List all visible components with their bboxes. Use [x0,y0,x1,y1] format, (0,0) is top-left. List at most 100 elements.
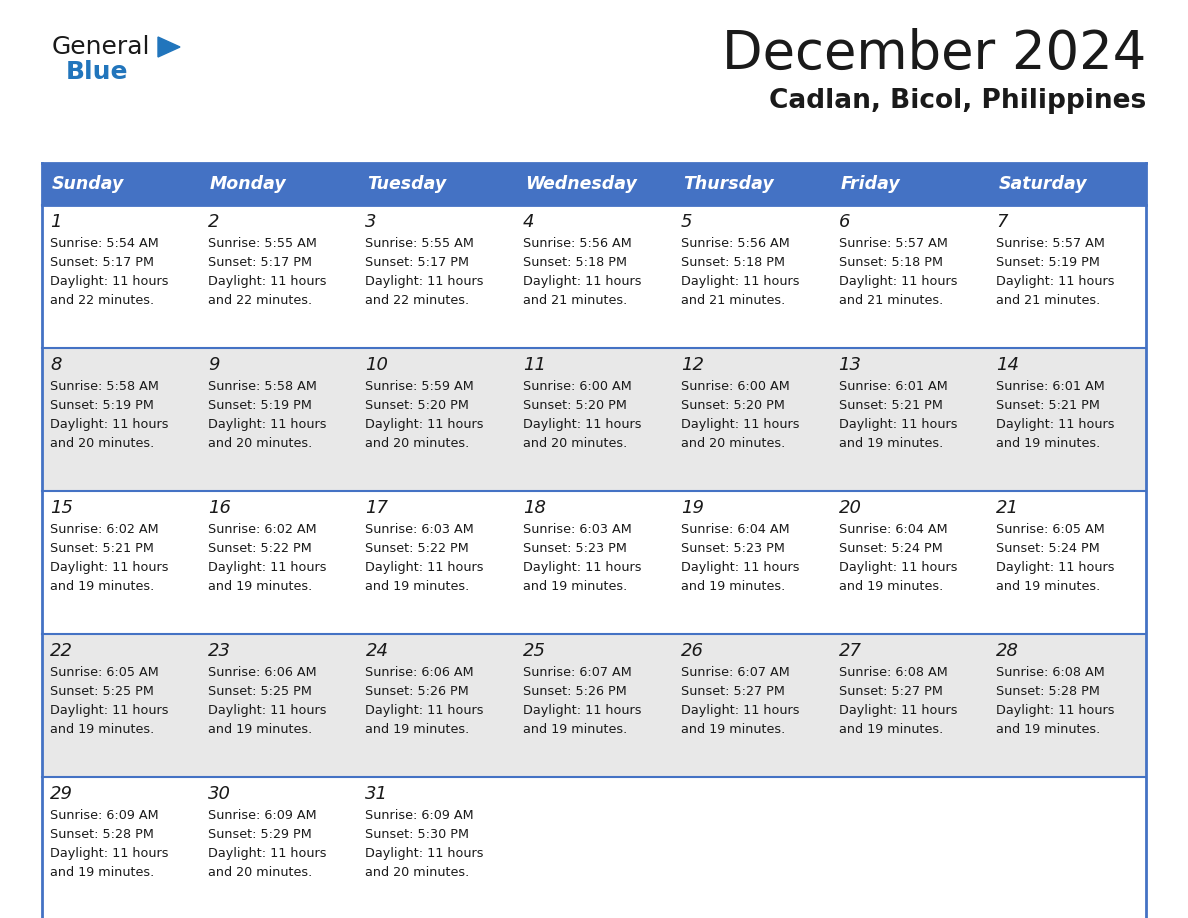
Text: 7: 7 [997,213,1007,231]
Bar [42,491,1146,634]
Text: Sunset: 5:20 PM: Sunset: 5:20 PM [681,399,785,412]
Text: Sunset: 5:27 PM: Sunset: 5:27 PM [681,685,785,698]
Text: and 19 minutes.: and 19 minutes. [523,723,627,736]
Text: Sunday: Sunday [52,175,125,193]
Text: and 20 minutes.: and 20 minutes. [523,437,627,450]
Text: 23: 23 [208,642,230,660]
Text: and 21 minutes.: and 21 minutes. [523,294,627,307]
Text: Sunset: 5:30 PM: Sunset: 5:30 PM [366,828,469,841]
Text: 11: 11 [523,356,546,374]
Text: Daylight: 11 hours: Daylight: 11 hours [208,847,327,860]
Text: Sunrise: 6:09 AM: Sunrise: 6:09 AM [366,809,474,822]
Text: Daylight: 11 hours: Daylight: 11 hours [50,704,169,717]
Text: and 19 minutes.: and 19 minutes. [997,580,1100,593]
Text: 31: 31 [366,785,388,803]
Text: Sunrise: 6:07 AM: Sunrise: 6:07 AM [681,666,790,679]
Text: Sunrise: 6:02 AM: Sunrise: 6:02 AM [50,523,159,536]
Text: and 19 minutes.: and 19 minutes. [997,723,1100,736]
Text: and 19 minutes.: and 19 minutes. [50,723,154,736]
Text: and 19 minutes.: and 19 minutes. [681,580,785,593]
Text: 29: 29 [50,785,72,803]
Bar [42,205,1146,348]
Text: 6: 6 [839,213,851,231]
Text: 21: 21 [997,499,1019,517]
Text: Cadlan, Bicol, Philippines: Cadlan, Bicol, Philippines [769,88,1146,114]
Text: Daylight: 11 hours: Daylight: 11 hours [997,275,1114,288]
Text: Sunrise: 6:05 AM: Sunrise: 6:05 AM [50,666,159,679]
Text: Daylight: 11 hours: Daylight: 11 hours [50,418,169,431]
Bar [42,634,1146,777]
Text: Sunset: 5:21 PM: Sunset: 5:21 PM [997,399,1100,412]
Text: Daylight: 11 hours: Daylight: 11 hours [839,704,958,717]
Text: Sunset: 5:17 PM: Sunset: 5:17 PM [208,256,311,269]
Text: and 20 minutes.: and 20 minutes. [366,866,469,879]
Text: and 19 minutes.: and 19 minutes. [208,723,312,736]
Text: Sunrise: 6:04 AM: Sunrise: 6:04 AM [839,523,947,536]
Bar [42,777,1146,918]
Text: Tuesday: Tuesday [367,175,447,193]
Text: and 21 minutes.: and 21 minutes. [997,294,1100,307]
Text: 9: 9 [208,356,220,374]
Text: 15: 15 [50,499,72,517]
Text: Sunrise: 6:00 AM: Sunrise: 6:00 AM [523,380,632,393]
Text: Sunrise: 6:01 AM: Sunrise: 6:01 AM [997,380,1105,393]
Text: Thursday: Thursday [683,175,773,193]
Text: 22: 22 [50,642,72,660]
Text: Sunset: 5:18 PM: Sunset: 5:18 PM [839,256,942,269]
Text: Sunrise: 6:04 AM: Sunrise: 6:04 AM [681,523,790,536]
Text: 3: 3 [366,213,377,231]
Text: Sunset: 5:22 PM: Sunset: 5:22 PM [208,542,311,555]
Bar [42,163,1146,205]
Text: 16: 16 [208,499,230,517]
Text: Sunset: 5:19 PM: Sunset: 5:19 PM [50,399,154,412]
Text: and 19 minutes.: and 19 minutes. [208,580,312,593]
Text: Daylight: 11 hours: Daylight: 11 hours [208,418,327,431]
Text: 1: 1 [50,213,62,231]
Text: Daylight: 11 hours: Daylight: 11 hours [366,561,484,574]
Text: Sunset: 5:24 PM: Sunset: 5:24 PM [839,542,942,555]
Text: and 19 minutes.: and 19 minutes. [50,866,154,879]
Text: Sunrise: 6:02 AM: Sunrise: 6:02 AM [208,523,316,536]
Text: Sunset: 5:29 PM: Sunset: 5:29 PM [208,828,311,841]
Text: Sunrise: 6:08 AM: Sunrise: 6:08 AM [997,666,1105,679]
Text: Sunset: 5:20 PM: Sunset: 5:20 PM [366,399,469,412]
Text: Sunset: 5:20 PM: Sunset: 5:20 PM [523,399,627,412]
Text: Wednesday: Wednesday [525,175,637,193]
Text: Sunset: 5:21 PM: Sunset: 5:21 PM [50,542,154,555]
Text: 17: 17 [366,499,388,517]
Bar [42,348,1146,491]
Text: 2: 2 [208,213,220,231]
Text: and 20 minutes.: and 20 minutes. [208,437,312,450]
Text: Sunrise: 6:05 AM: Sunrise: 6:05 AM [997,523,1105,536]
Text: 28: 28 [997,642,1019,660]
Text: and 20 minutes.: and 20 minutes. [681,437,785,450]
Text: 13: 13 [839,356,861,374]
Text: Daylight: 11 hours: Daylight: 11 hours [839,561,958,574]
Text: Daylight: 11 hours: Daylight: 11 hours [839,418,958,431]
Text: 30: 30 [208,785,230,803]
Text: Sunrise: 5:57 AM: Sunrise: 5:57 AM [839,237,948,250]
Text: Daylight: 11 hours: Daylight: 11 hours [997,704,1114,717]
Text: Daylight: 11 hours: Daylight: 11 hours [681,704,800,717]
Text: Sunrise: 5:56 AM: Sunrise: 5:56 AM [681,237,790,250]
Text: and 19 minutes.: and 19 minutes. [839,723,943,736]
Text: Sunset: 5:18 PM: Sunset: 5:18 PM [523,256,627,269]
Text: 20: 20 [839,499,861,517]
Text: and 19 minutes.: and 19 minutes. [523,580,627,593]
Text: Daylight: 11 hours: Daylight: 11 hours [997,418,1114,431]
Text: Sunrise: 5:55 AM: Sunrise: 5:55 AM [366,237,474,250]
Text: Sunset: 5:21 PM: Sunset: 5:21 PM [839,399,942,412]
Text: Sunset: 5:26 PM: Sunset: 5:26 PM [366,685,469,698]
Text: Daylight: 11 hours: Daylight: 11 hours [208,561,327,574]
Text: 25: 25 [523,642,546,660]
Text: and 19 minutes.: and 19 minutes. [366,580,469,593]
Text: Sunrise: 6:09 AM: Sunrise: 6:09 AM [50,809,159,822]
Text: and 22 minutes.: and 22 minutes. [50,294,154,307]
Text: and 21 minutes.: and 21 minutes. [681,294,785,307]
Text: Sunset: 5:17 PM: Sunset: 5:17 PM [50,256,154,269]
Text: Blue: Blue [67,60,128,84]
Text: Sunrise: 6:09 AM: Sunrise: 6:09 AM [208,809,316,822]
Text: Sunset: 5:23 PM: Sunset: 5:23 PM [681,542,785,555]
Text: and 20 minutes.: and 20 minutes. [50,437,154,450]
Text: Sunrise: 5:59 AM: Sunrise: 5:59 AM [366,380,474,393]
